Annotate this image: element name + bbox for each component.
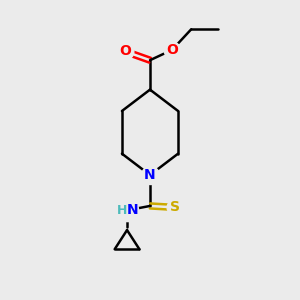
Text: O: O [166,43,178,57]
Text: N: N [144,168,156,182]
Text: S: S [170,200,180,214]
Text: O: O [119,44,131,58]
Text: N: N [127,203,138,218]
Text: H: H [116,204,127,217]
